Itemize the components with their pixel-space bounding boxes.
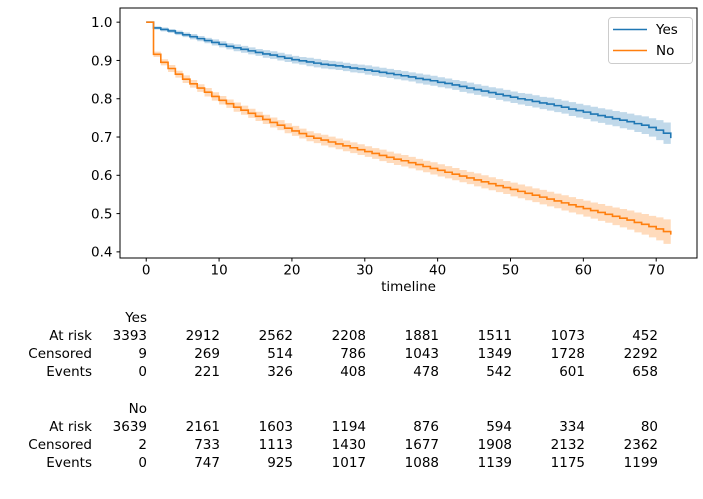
x-axis-tick-label: 60 [575, 263, 592, 279]
risk-row-label: Censored [28, 346, 92, 362]
risk-value: 80 [640, 419, 658, 435]
risk-group-name: Yes [125, 310, 147, 326]
x-axis-tick-label: 10 [210, 263, 227, 279]
x-axis-tick-label: 40 [429, 263, 446, 279]
risk-value: 0 [138, 364, 147, 380]
risk-value: 1139 [477, 455, 512, 471]
risk-value: 1175 [550, 455, 585, 471]
risk-group-header: Yes [0, 309, 703, 327]
risk-value: 408 [340, 364, 366, 380]
risk-value: 925 [267, 455, 293, 471]
risk-value: 452 [632, 328, 658, 344]
risk-value: 1728 [550, 346, 585, 362]
risk-value: 1088 [404, 455, 439, 471]
risk-value: 9 [138, 346, 147, 362]
risk-value: 2362 [623, 437, 658, 453]
risk-value: 0 [138, 455, 147, 471]
risk-value: 1881 [404, 328, 439, 344]
risk-group-header: No [0, 400, 703, 418]
risk-value: 326 [267, 364, 293, 380]
risk-value: 221 [194, 364, 220, 380]
risk-value: 2132 [550, 437, 585, 453]
x-axis-tick-label: 20 [283, 263, 300, 279]
x-axis-label: timeline [381, 279, 436, 295]
y-axis-tick-label: 0.7 [91, 130, 112, 146]
risk-value: 1677 [404, 437, 439, 453]
risk-row-label [0, 309, 92, 327]
y-axis-tick-label: 0.8 [91, 92, 112, 108]
risk-value: 2292 [623, 346, 658, 362]
risk-value: 3639 [112, 419, 147, 435]
risk-group-no: No At risk 3639 2161 1603 1194 876 594 334 80 Cens… [0, 400, 703, 472]
risk-table-row: Events 0 747 925 1017 1088 1139 1175 1199 [0, 454, 703, 472]
risk-row-label: Events [46, 364, 92, 380]
risk-value: 658 [632, 364, 658, 380]
x-axis-tick-label: 70 [648, 263, 665, 279]
legend-label-yes: Yes [655, 22, 678, 38]
risk-value: 786 [340, 346, 366, 362]
risk-table-row: Censored 2 733 1113 1430 1677 1908 2132 2362 [0, 436, 703, 454]
risk-row-label [0, 400, 92, 418]
y-axis-tick-label: 0.6 [91, 168, 112, 184]
legend-box [608, 17, 693, 64]
risk-value: 2562 [258, 328, 293, 344]
x-axis-tick-label: 30 [356, 263, 373, 279]
risk-value: 876 [413, 419, 439, 435]
y-axis-tick-label: 0.5 [91, 206, 112, 222]
risk-value: 1603 [258, 419, 293, 435]
risk-value: 594 [486, 419, 512, 435]
risk-value: 1349 [477, 346, 512, 362]
risk-row-label: At risk [49, 328, 92, 344]
risk-value: 733 [194, 437, 220, 453]
risk-value: 2208 [331, 328, 366, 344]
risk-value: 1908 [477, 437, 512, 453]
risk-value: 2 [138, 437, 147, 453]
risk-value: 1113 [258, 437, 293, 453]
risk-value: 3393 [112, 328, 147, 344]
risk-value: 1017 [331, 455, 366, 471]
plot-border [119, 7, 698, 259]
ci-band-yes [146, 22, 671, 151]
survival-chart: 0 10 20 30 40 50 60 70 1.0 0.9 0.8 0.7 0.6 0.5 0.4 time… [91, 7, 698, 295]
risk-row-label: Censored [28, 437, 92, 453]
risk-value: 478 [413, 364, 439, 380]
risk-value: 514 [267, 346, 293, 362]
ci-band-no [146, 22, 671, 249]
risk-value: 1430 [331, 437, 366, 453]
risk-table-row: Censored 9 269 514 786 1043 1349 1728 2292 [0, 345, 703, 363]
risk-group-name: No [128, 401, 147, 417]
risk-value: 747 [194, 455, 220, 471]
risk-value: 1194 [331, 419, 366, 435]
risk-value: 1199 [623, 455, 658, 471]
risk-group-yes: Yes At risk 3393 2912 2562 2208 1881 1511 1073 45… [0, 309, 703, 381]
risk-table-row: At risk 3639 2161 1603 1194 876 594 334 80 [0, 418, 703, 436]
risk-row-label: At risk [49, 419, 92, 435]
legend-label-no: No [656, 43, 674, 59]
risk-value: 269 [194, 346, 220, 362]
y-axis-tick-label: 0.4 [91, 245, 112, 261]
risk-table-row: At risk 3393 2912 2562 2208 1881 1511 1073 452 [0, 327, 703, 345]
risk-value: 2912 [185, 328, 220, 344]
risk-row-label: Events [46, 455, 92, 471]
risk-value: 334 [559, 419, 585, 435]
risk-value: 601 [559, 364, 585, 380]
y-axis-tick-label: 1.0 [91, 15, 112, 31]
survival-curve-no [146, 21, 672, 235]
risk-value: 1043 [404, 346, 439, 362]
y-axis-tick-label: 0.9 [91, 53, 112, 69]
x-axis-tick-label: 50 [502, 263, 519, 279]
risk-value: 1073 [550, 328, 585, 344]
risk-table: Yes At risk 3393 2912 2562 2208 1881 1511 1073 45… [0, 295, 703, 472]
x-axis-tick-label: 0 [142, 263, 151, 279]
risk-value: 1511 [477, 328, 512, 344]
risk-value: 542 [486, 364, 512, 380]
survival-curve-yes [146, 21, 672, 139]
risk-table-row: Events 0 221 326 408 478 542 601 658 [0, 363, 703, 381]
risk-value: 2161 [185, 419, 220, 435]
